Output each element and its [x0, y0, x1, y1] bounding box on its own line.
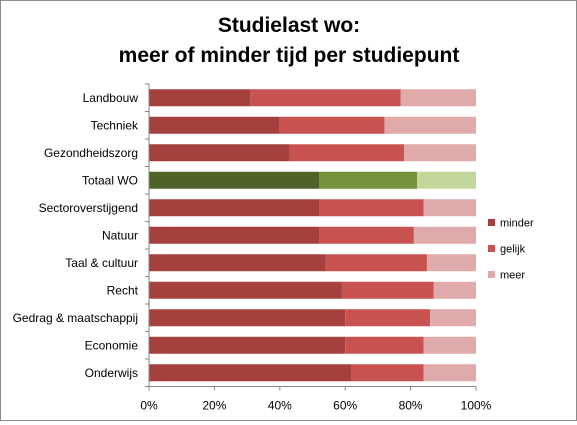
legend-label-minder: minder [500, 218, 534, 230]
bar-onderwijs-meer [423, 364, 476, 382]
bar-techniek-meer [384, 116, 476, 134]
category-label-totaal-wo: Totaal WO [82, 173, 138, 187]
bar-techniek-gelijk [279, 116, 385, 134]
category-label-landbouw: Landbouw [83, 91, 139, 105]
bar-gezondheidszorg-meer [404, 144, 476, 162]
bar-sectoroverstijgend-gelijk [319, 199, 424, 217]
bar-gedrag-and-maatschappij-meer [430, 309, 476, 327]
bar-natuur-minder [149, 226, 320, 244]
bar-economie-minder [149, 336, 346, 354]
legend-swatch-minder [488, 219, 495, 226]
axis-layer: Landbouw Techniek Gezondheidszorg Totaal WO… [13, 83, 492, 413]
bar-taal-and-cultuur-meer [426, 254, 476, 272]
legend-swatch-gelijk [488, 245, 495, 252]
bar-onderwijs-gelijk [351, 364, 424, 382]
bar-economie-gelijk [345, 336, 424, 354]
legend: minder gelijk meer [488, 218, 534, 282]
category-label-onderwijs: Onderwijs [85, 366, 138, 380]
bar-gezondheidszorg-gelijk [289, 144, 405, 162]
value-tick-label-3: 60% [333, 399, 357, 413]
bar-sectoroverstijgend-meer [423, 199, 476, 217]
bars-layer [149, 89, 476, 382]
value-tick-label-2: 40% [268, 399, 292, 413]
bar-economie-meer [423, 336, 476, 354]
legend-swatch-meer [488, 271, 495, 278]
bar-landbouw-meer [400, 89, 476, 107]
chart-title-line-1: Studielast wo: [218, 14, 360, 37]
bar-onderwijs-minder [149, 364, 352, 382]
bar-recht-gelijk [341, 281, 434, 299]
bar-taal-and-cultuur-minder [149, 254, 326, 272]
legend-label-meer: meer [500, 270, 525, 282]
bar-sectoroverstijgend-minder [149, 199, 320, 217]
bar-recht-meer [433, 281, 476, 299]
value-tick-label-5: 100% [461, 399, 492, 413]
value-tick-label-0: 0% [140, 399, 158, 413]
bar-landbouw-minder [149, 89, 251, 107]
category-label-natuur: Natuur [102, 228, 138, 242]
category-label-gedrag-and-maatschappij: Gedrag & maatschappij [13, 311, 138, 325]
category-label-sectoroverstijgend: Sectoroverstijgend [39, 201, 138, 215]
bar-taal-and-cultuur-gelijk [325, 254, 427, 272]
bar-gedrag-and-maatschappij-gelijk [345, 309, 431, 327]
bar-landbouw-gelijk [250, 89, 401, 107]
bar-gezondheidszorg-minder [149, 144, 290, 162]
category-label-gezondheidszorg: Gezondheidszorg [44, 146, 138, 160]
bar-natuur-gelijk [319, 226, 414, 244]
value-tick-label-1: 20% [202, 399, 226, 413]
bar-recht-minder [149, 281, 342, 299]
category-label-taal-and-cultuur: Taal & cultuur [65, 256, 138, 270]
bar-totaal-wo-gelijk [319, 171, 418, 189]
category-label-techniek: Techniek [91, 118, 139, 132]
bar-gedrag-and-maatschappij-minder [149, 309, 346, 327]
category-label-recht: Recht [107, 283, 139, 297]
bar-totaal-wo-meer [417, 171, 476, 189]
value-tick-label-4: 80% [399, 399, 423, 413]
bar-natuur-meer [413, 226, 476, 244]
legend-label-gelijk: gelijk [500, 244, 526, 256]
chart-title-line-2: meer of minder tijd per studiepunt [119, 44, 460, 67]
category-label-economie: Economie [85, 338, 139, 352]
bar-totaal-wo-minder [149, 171, 320, 189]
bar-techniek-minder [149, 116, 280, 134]
